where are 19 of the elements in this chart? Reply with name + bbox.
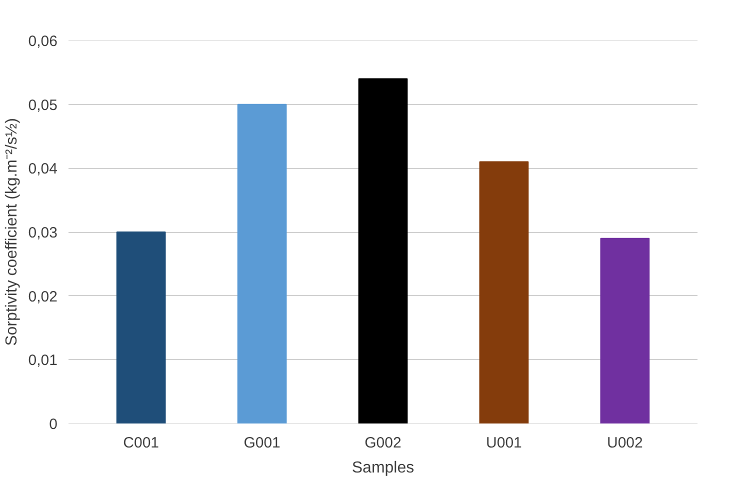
y-tick-label: 0,03 xyxy=(28,224,58,242)
x-axis-title: Samples xyxy=(352,460,414,476)
x-tick-label: U002 xyxy=(606,434,643,452)
x-tick-label: U001 xyxy=(486,434,522,452)
x-tick-label: G002 xyxy=(364,434,402,452)
bar xyxy=(600,238,650,424)
y-tick-label: 0,02 xyxy=(28,288,58,306)
y-tick-label: 0 xyxy=(49,416,58,433)
bar xyxy=(237,104,287,424)
y-tick-label: 0,01 xyxy=(28,352,58,370)
y-tick-label: 0,06 xyxy=(28,33,58,50)
x-tick-label: C001 xyxy=(123,434,160,452)
bar xyxy=(116,232,166,424)
y-tick-label: 0,05 xyxy=(28,96,58,114)
bar xyxy=(479,161,529,424)
bar xyxy=(358,78,408,424)
y-axis-title: Sorptivity coefficient (kg.m⁻²/s½) xyxy=(3,118,20,346)
y-tick-label: 0,04 xyxy=(28,160,58,178)
x-tick-label: G001 xyxy=(244,434,280,452)
